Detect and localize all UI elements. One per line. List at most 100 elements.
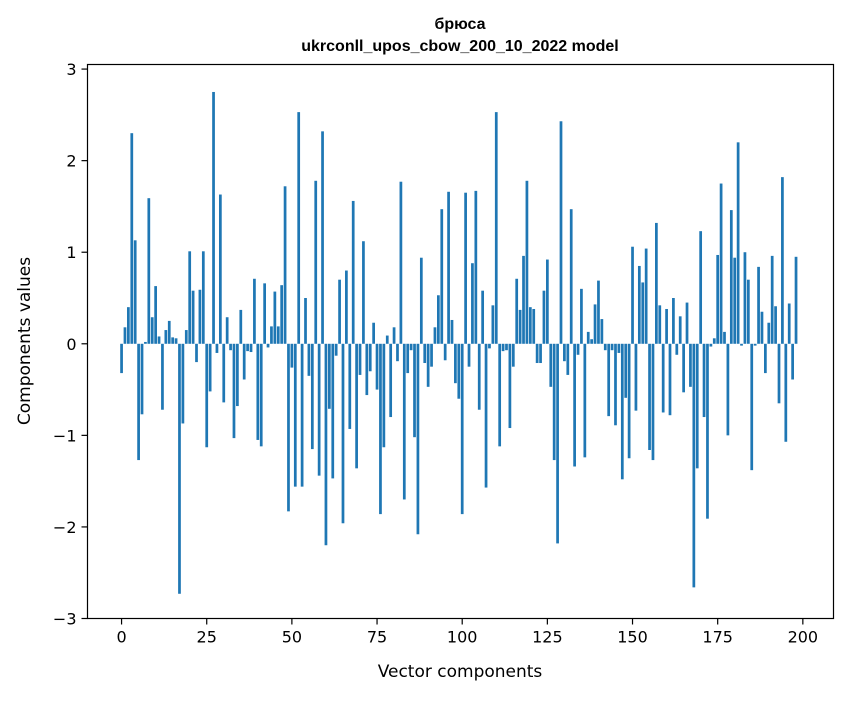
bar-8 — [147, 198, 151, 344]
bar-164 — [678, 316, 682, 344]
bar-195 — [784, 343, 788, 442]
bar-117 — [518, 309, 522, 344]
bar-76 — [379, 343, 382, 515]
bar-105 — [477, 343, 481, 410]
bar-64 — [338, 279, 341, 344]
bar-12 — [161, 343, 164, 410]
y-tick-label: −2 — [53, 518, 77, 537]
bar-84 — [406, 343, 410, 374]
y-tick-label: −1 — [53, 426, 77, 445]
bar-187 — [757, 266, 760, 344]
bar-38 — [249, 343, 253, 353]
bar-3 — [130, 133, 134, 344]
bar-172 — [706, 343, 709, 519]
bar-63 — [334, 343, 338, 356]
bar-168 — [692, 343, 696, 588]
y-tick-label: 1 — [66, 243, 76, 262]
bar-150 — [631, 246, 634, 344]
bar-71 — [362, 241, 365, 344]
bar-161 — [668, 343, 672, 416]
bar-121 — [532, 308, 536, 344]
bar-82 — [399, 181, 403, 344]
bar-196 — [787, 303, 791, 344]
bar-174 — [712, 338, 716, 344]
plot-frame — [86, 63, 835, 620]
bar-7 — [144, 341, 147, 344]
bar-55 — [307, 343, 311, 376]
bar-58 — [317, 343, 321, 476]
bar-186 — [753, 343, 757, 346]
bar-40 — [256, 343, 260, 440]
bar-series — [120, 91, 798, 594]
bar-159 — [661, 343, 665, 413]
x-tick-label: 50 — [282, 628, 302, 647]
bar-41 — [259, 343, 263, 447]
bar-192 — [774, 306, 777, 344]
x-tick-label: 175 — [702, 628, 733, 647]
bar-47 — [280, 285, 284, 344]
bar-29 — [218, 194, 222, 344]
bar-14 — [167, 320, 171, 344]
bar-9 — [150, 317, 154, 344]
bar-0 — [120, 343, 123, 374]
bar-149 — [627, 343, 631, 459]
bar-80 — [392, 327, 396, 344]
bar-122 — [535, 343, 539, 364]
bar-156 — [651, 343, 655, 461]
bar-158 — [658, 305, 662, 344]
bar-59 — [321, 131, 324, 344]
bar-4 — [133, 240, 137, 344]
bar-70 — [358, 343, 362, 375]
bar-92 — [433, 327, 437, 344]
bar-123 — [539, 343, 542, 364]
bar-188 — [760, 311, 764, 344]
bar-25 — [205, 343, 209, 448]
bar-83 — [402, 343, 406, 500]
bar-19 — [184, 330, 188, 344]
bar-89 — [423, 343, 427, 364]
y-tick-label: 3 — [66, 60, 76, 79]
y-axis-ticks: −3 −2 −1 0 1 2 3 — [53, 60, 88, 629]
bar-114 — [508, 343, 512, 429]
bar-81 — [396, 343, 399, 362]
bar-141 — [600, 319, 604, 344]
bar-73 — [368, 343, 372, 372]
bar-96 — [447, 191, 450, 344]
x-tick-label: 200 — [788, 628, 819, 647]
bar-65 — [341, 343, 345, 524]
bar-182 — [740, 343, 743, 346]
bar-6 — [140, 343, 144, 415]
bar-143 — [607, 343, 611, 417]
bar-180 — [733, 257, 737, 344]
bar-185 — [750, 343, 754, 471]
bar-86 — [413, 343, 416, 438]
bar-32 — [229, 343, 232, 351]
bar-167 — [689, 343, 692, 387]
bar-135 — [580, 288, 583, 344]
bar-26 — [208, 343, 212, 392]
bar-110 — [494, 112, 498, 344]
x-tick-label: 150 — [617, 628, 648, 647]
x-axis-label: Vector components — [378, 662, 543, 682]
bar-148 — [624, 343, 628, 398]
bar-91 — [430, 343, 433, 367]
bar-15 — [171, 337, 175, 344]
bar-193 — [777, 343, 781, 404]
bar-21 — [191, 290, 195, 344]
bar-132 — [569, 209, 573, 344]
bar-184 — [746, 279, 750, 344]
bar-20 — [188, 251, 192, 344]
bar-61 — [327, 343, 331, 409]
bar-113 — [505, 343, 508, 351]
bar-162 — [672, 298, 675, 344]
bar-34 — [236, 343, 239, 407]
bar-120 — [528, 307, 532, 344]
bar-93 — [437, 295, 440, 344]
bar-28 — [215, 343, 219, 353]
bar-129 — [559, 121, 563, 344]
bar-144 — [610, 343, 614, 351]
bar-140 — [597, 280, 600, 344]
bar-170 — [699, 231, 703, 344]
bar-1 — [123, 327, 127, 344]
bar-69 — [355, 343, 358, 469]
